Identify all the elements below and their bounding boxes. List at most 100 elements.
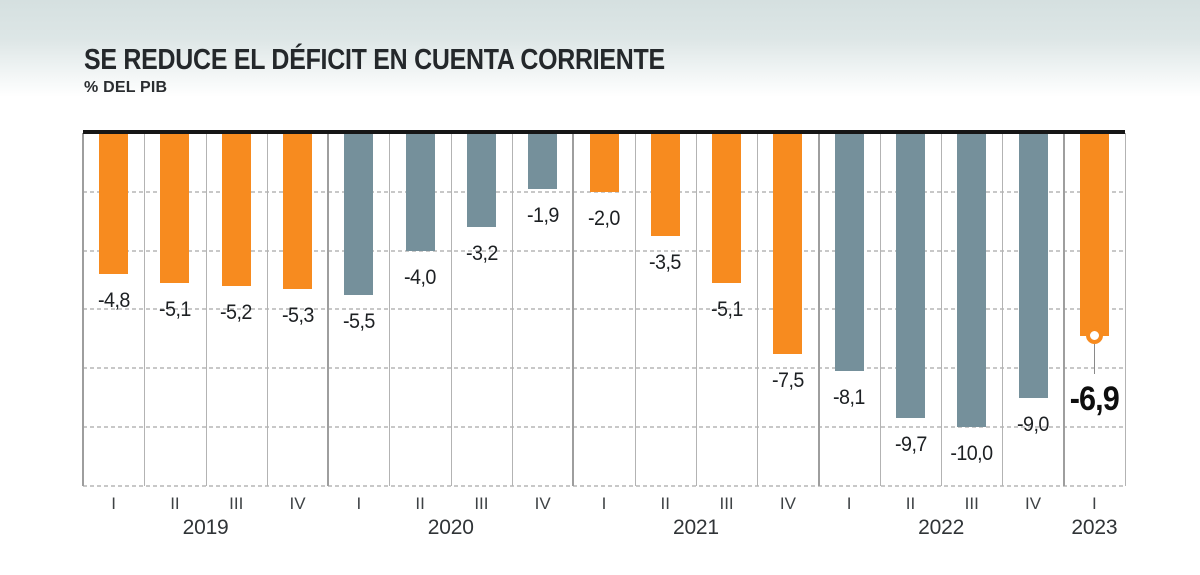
gridline-vertical: [144, 133, 146, 486]
bar-2021-II: [650, 133, 680, 236]
gridline-vertical: [1002, 133, 1004, 486]
chart-subtitle: % DEL PIB: [84, 79, 168, 96]
bar-value-text: -9,0: [1017, 412, 1049, 436]
bar-2019-IV: [283, 133, 313, 289]
header-gradient-band: SE REDUCE EL DÉFICIT EN CUENTA CORRIENTE…: [0, 0, 1200, 97]
x-axis-quarter-label: III: [719, 494, 734, 513]
x-axis-quarter-label: IV: [1025, 494, 1042, 513]
gridline-vertical: [1125, 133, 1126, 486]
bar-value-label: -4,8: [69, 289, 159, 313]
gridline-vertical: [634, 133, 636, 486]
bar-value-text: -5,2: [220, 300, 253, 324]
highlight-value-text: -6,9: [1069, 379, 1120, 418]
bar-value-text: -3,5: [649, 250, 682, 274]
bar-value-label: -9,7: [865, 433, 955, 457]
gridline-vertical: [879, 133, 881, 486]
x-axis-quarter-label: II: [660, 494, 670, 513]
bar-value-label: -5,2: [191, 301, 281, 325]
x-axis-quarter-label: I: [1091, 494, 1097, 513]
highlight-marker: [1085, 327, 1103, 345]
bar-value-text: -5,1: [710, 297, 743, 321]
bar-value-label: -5,1: [130, 298, 220, 322]
bar-value-text: -4,8: [97, 289, 130, 313]
bar-value-text: -2,0: [588, 206, 620, 230]
bar-value-label: -3,2: [436, 242, 526, 266]
highlight-connector-line: [1094, 343, 1096, 374]
bar-value-text: -10,0: [950, 442, 994, 465]
bar-2019-II: [160, 133, 190, 283]
bar-2020-III: [466, 133, 496, 228]
x-axis-quarter-label: III: [964, 494, 979, 513]
gridline-vertical: [695, 133, 697, 486]
bar-value-label: -5,5: [314, 310, 404, 334]
bar-value-label: -7,5: [743, 369, 833, 393]
bar-value-text: -7,5: [771, 368, 804, 392]
bar-value-text: -1,9: [526, 203, 559, 227]
gridline-horizontal: [83, 249, 1125, 252]
gridline-vertical: [941, 133, 943, 486]
x-axis-quarter-label: II: [905, 494, 916, 513]
gridline-vertical-year-boundary: [1062, 133, 1065, 486]
bar-2022-II: [895, 133, 925, 419]
gridline-vertical-year-boundary: [572, 133, 575, 486]
bar-2021-IV: [773, 133, 803, 354]
x-axis-quarter-label: III: [474, 494, 489, 513]
gridline-horizontal: [83, 426, 1125, 428]
bar-value-label: -3,5: [620, 251, 710, 275]
bar-value-label: -10,0: [927, 442, 1017, 466]
bar-2020-II: [405, 133, 435, 251]
bar-value-text: -8,1: [833, 386, 866, 410]
gridline-horizontal: [83, 367, 1125, 370]
gridline-vertical-year-boundary: [82, 133, 84, 486]
bar-2020-I: [344, 133, 374, 295]
bar-2019-III: [221, 133, 251, 286]
bar-value-label: -4,0: [375, 266, 465, 290]
x-axis-quarter-label: IV: [534, 494, 551, 513]
bar-2022-III: [957, 133, 987, 427]
bar-2023-I: [1079, 133, 1109, 336]
highlight-value-label: -6,9: [1034, 380, 1154, 419]
gridline-vertical: [512, 133, 514, 486]
x-axis-quarter-label: I: [111, 494, 116, 513]
bar-value-label: -5,3: [253, 304, 343, 328]
gridline-vertical: [389, 133, 391, 486]
gridline-vertical: [757, 133, 759, 486]
x-axis-quarter-label: II: [170, 494, 180, 513]
bar-value-label: -8,1: [804, 386, 894, 410]
x-axis-quarter-label: I: [356, 494, 362, 513]
x-axis-year-label: 2023: [1071, 516, 1118, 539]
bar-2022-IV: [1018, 133, 1048, 398]
bar-2021-I: [589, 133, 619, 192]
x-axis-quarter-label: IV: [289, 494, 306, 513]
bar-value-label: -9,0: [988, 413, 1078, 437]
bar-2020-IV: [528, 133, 558, 189]
bar-value-text: -3,2: [465, 242, 498, 266]
x-axis-quarter-label: I: [601, 494, 607, 513]
gridline-horizontal: [83, 484, 1125, 487]
bar-2021-III: [712, 133, 742, 283]
bar-value-label: -2,0: [559, 207, 649, 231]
gridline-horizontal: [83, 190, 1125, 193]
bar-value-text: -9,7: [894, 433, 927, 457]
chart-title: SE REDUCE EL DÉFICIT EN CUENTA CORRIENTE: [84, 44, 759, 77]
gridline-vertical: [205, 133, 207, 486]
gridline-horizontal: [83, 308, 1125, 311]
bar-value-text: -4,0: [404, 265, 436, 289]
x-axis-quarter-label: I: [846, 494, 852, 513]
x-axis-year-label: 2022: [918, 516, 965, 539]
x-axis-quarter-label: III: [229, 494, 244, 513]
chart-title-text: SE REDUCE EL DÉFICIT EN CUENTA CORRIENTE: [84, 44, 665, 76]
x-axis-quarter-label: II: [415, 494, 425, 513]
gridline-vertical: [450, 133, 452, 486]
x-axis-year-label: 2019: [182, 516, 229, 539]
x-axis-quarter-label: IV: [779, 494, 796, 513]
x-axis-year-label: 2021: [672, 516, 719, 539]
gridline-vertical-year-boundary: [327, 133, 330, 486]
bar-2022-I: [834, 133, 864, 372]
bar-value-text: -5,5: [342, 309, 375, 333]
x-axis-year-label: 2020: [427, 516, 474, 539]
gridline-vertical: [266, 133, 268, 486]
bar-value-label: -5,1: [682, 298, 772, 322]
